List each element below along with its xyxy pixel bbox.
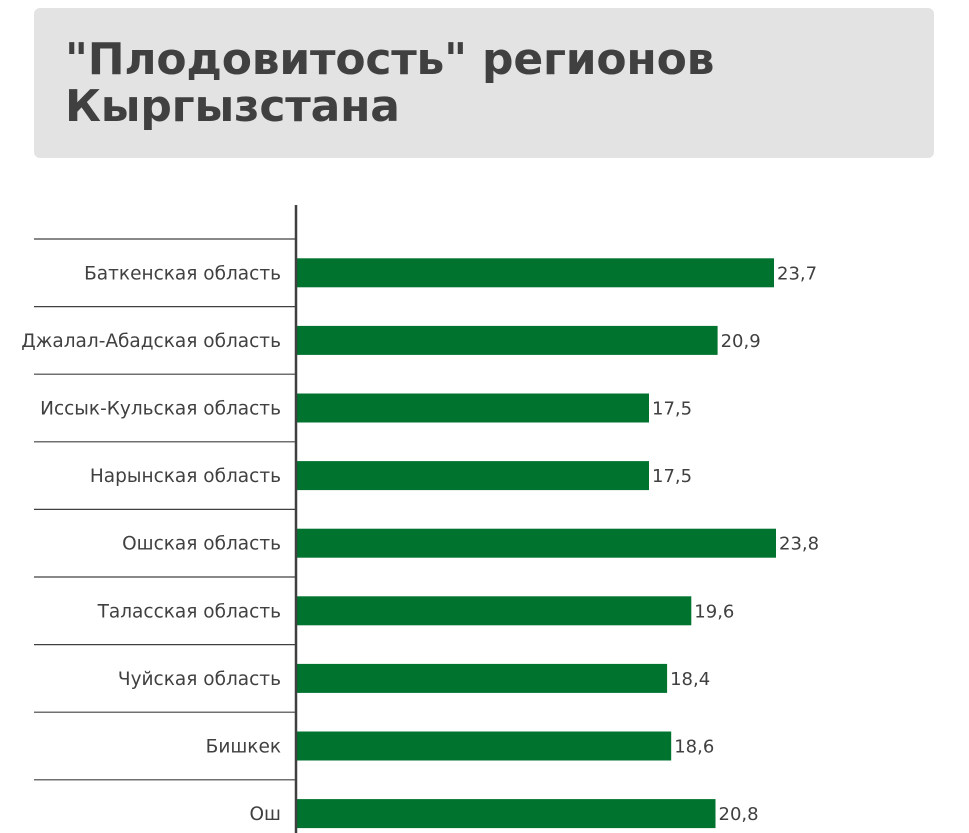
bar bbox=[296, 528, 776, 558]
value-label: 18,4 bbox=[670, 669, 710, 690]
category-label: Чуйская область bbox=[118, 669, 281, 690]
bar bbox=[296, 325, 718, 355]
category-label: Ошская область bbox=[122, 534, 281, 555]
bar bbox=[296, 663, 668, 693]
value-label: 17,5 bbox=[652, 466, 692, 487]
category-label: Джалал-Абадская область bbox=[21, 331, 281, 352]
category-label: Иссык-Кульская область bbox=[40, 399, 281, 420]
value-label: 20,8 bbox=[719, 804, 759, 825]
category-label: Ош bbox=[250, 804, 282, 825]
bar bbox=[296, 258, 774, 288]
value-label: 17,5 bbox=[652, 399, 692, 420]
category-label: Таласская область bbox=[97, 601, 281, 622]
bar bbox=[296, 731, 672, 761]
bar bbox=[296, 461, 649, 491]
value-label: 19,6 bbox=[694, 601, 734, 622]
page-title: "Плодовитость" регионов Кыргызстана bbox=[65, 34, 715, 132]
value-label: 23,8 bbox=[779, 534, 819, 555]
value-label: 23,7 bbox=[777, 263, 817, 284]
value-label: 20,9 bbox=[721, 331, 761, 352]
category-label: Бишкек bbox=[206, 737, 281, 758]
category-label: Нарынская область bbox=[90, 466, 281, 487]
title-panel: "Плодовитость" регионов Кыргызстана bbox=[34, 8, 934, 158]
value-label: 18,6 bbox=[674, 737, 714, 758]
bar bbox=[296, 799, 716, 829]
bar bbox=[296, 596, 692, 626]
category-label: Баткенская область bbox=[84, 263, 281, 284]
bar bbox=[296, 393, 649, 423]
